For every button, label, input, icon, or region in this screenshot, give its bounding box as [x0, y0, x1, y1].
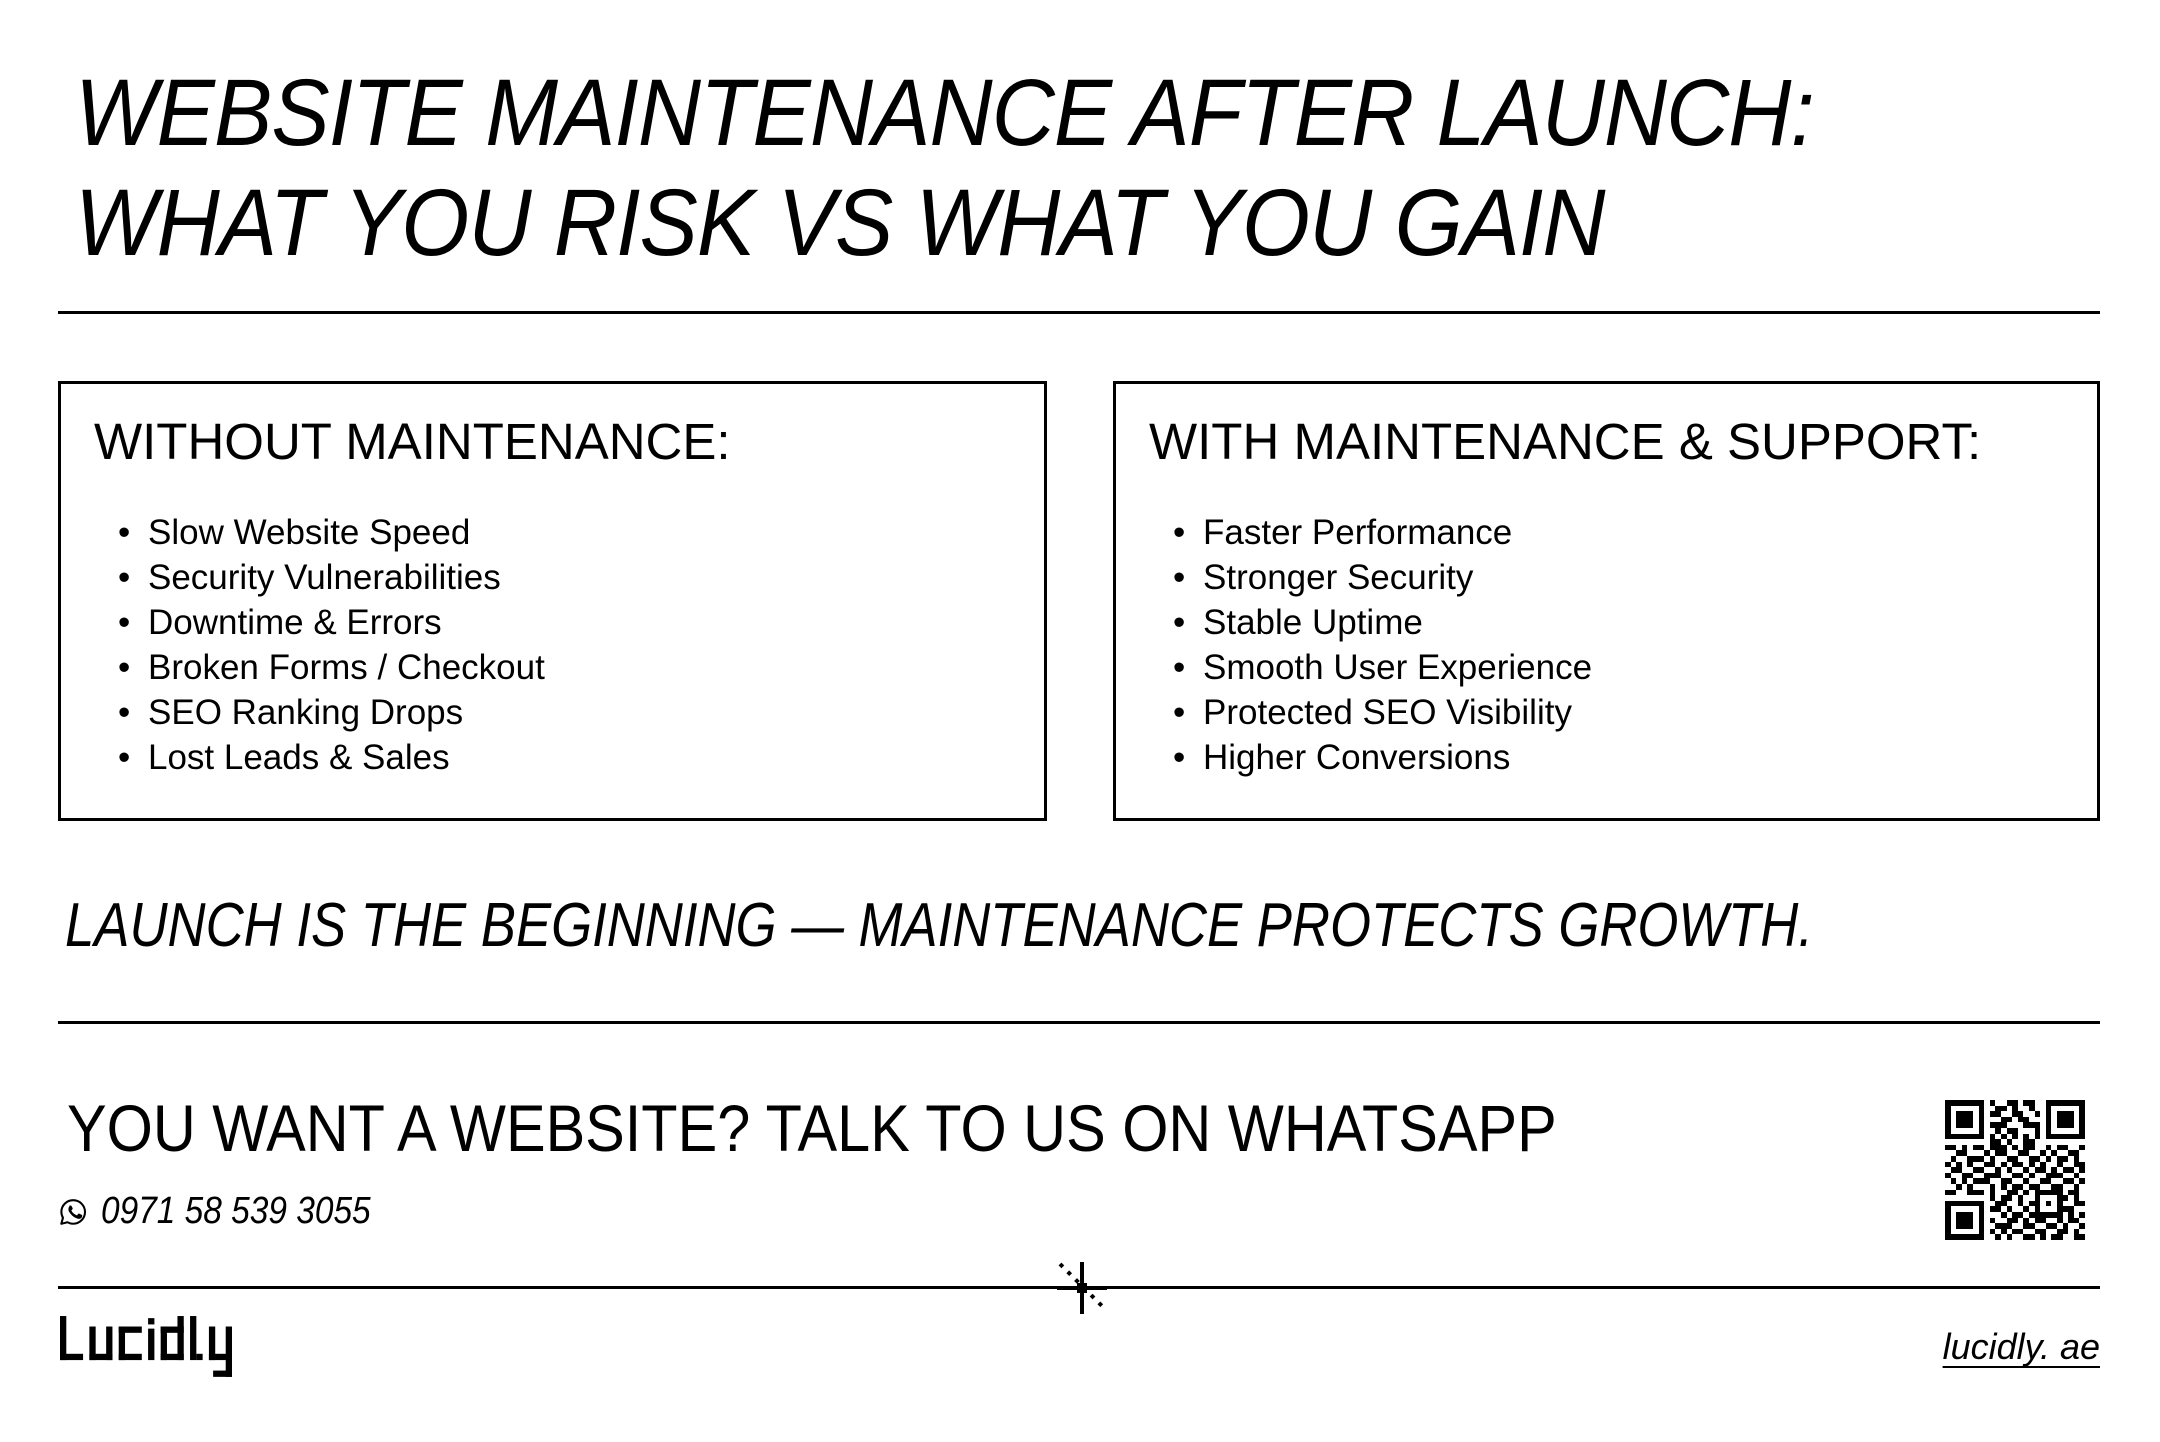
- list-item-label: Protected SEO Visibility: [1203, 693, 1572, 732]
- with-maintenance-heading: WITH MAINTENANCE & SUPPORT:: [1149, 413, 1982, 470]
- list-item: • Smooth User Experience: [1116, 645, 1592, 690]
- bullet-icon: •: [1173, 558, 1186, 597]
- list-item: • Protected SEO Visibility: [1116, 690, 1592, 735]
- lucidly-logo: [60, 1316, 232, 1377]
- cta-heading: YOU WANT A WEBSITE? TALK TO US ON WHATSA…: [67, 1091, 1557, 1165]
- whatsapp-contact[interactable]: 0971 58 539 3055: [58, 1190, 407, 1233]
- bullet-icon: •: [1173, 738, 1186, 777]
- qr-code: [1945, 1100, 2085, 1240]
- bullet-icon: •: [118, 603, 131, 642]
- phone-number[interactable]: 0971 58 539 3055: [101, 1190, 371, 1232]
- page-title-line-2: WHAT YOU RISK VS WHAT YOU GAIN: [75, 170, 1606, 276]
- list-item: • Stronger Security: [1116, 555, 1592, 600]
- list-item-label: Downtime & Errors: [148, 603, 442, 642]
- whatsapp-icon: [60, 1198, 87, 1225]
- list-item: • Stable Uptime: [1116, 600, 1592, 645]
- list-item-label: Faster Performance: [1203, 513, 1513, 552]
- list-item-label: Higher Conversions: [1203, 738, 1511, 777]
- bullet-icon: •: [118, 693, 131, 732]
- page-title-line-1: WEBSITE MAINTENANCE AFTER LAUNCH:: [75, 60, 1815, 166]
- list-item-label: Stable Uptime: [1203, 603, 1423, 642]
- bullet-icon: •: [118, 513, 131, 552]
- list-item-label: Smooth User Experience: [1203, 648, 1593, 687]
- list-item: • Higher Conversions: [1116, 735, 1592, 780]
- list-item: • Faster Performance: [1116, 510, 1592, 555]
- list-item-label: Broken Forms / Checkout: [148, 648, 545, 687]
- list-item-label: Slow Website Speed: [148, 513, 471, 552]
- divider-middle: [58, 1021, 2100, 1024]
- bullet-icon: •: [118, 738, 131, 777]
- without-maintenance-box: WITHOUT MAINTENANCE: • Slow Website Speed…: [58, 381, 1047, 821]
- bullet-icon: •: [118, 558, 131, 597]
- tagline: LAUNCH IS THE BEGINNING — MAINTENANCE PR…: [65, 891, 1814, 960]
- bullet-icon: •: [118, 648, 131, 687]
- page-title: WEBSITE MAINTENANCE AFTER LAUNCH: WHAT Y…: [75, 58, 1815, 278]
- bullet-icon: •: [1173, 648, 1186, 687]
- list-item: • SEO Ranking Drops: [61, 690, 545, 735]
- list-item-label: Security Vulnerabilities: [148, 558, 501, 597]
- without-maintenance-list: • Slow Website Speed • Security Vulnerabil…: [61, 510, 545, 780]
- crosshair-cursor: [1057, 1262, 1107, 1314]
- list-item: • Slow Website Speed: [61, 510, 545, 555]
- list-item-label: SEO Ranking Drops: [148, 693, 464, 732]
- list-item: • Security Vulnerabilities: [61, 555, 545, 600]
- bullet-icon: •: [1173, 693, 1186, 732]
- list-item: • Broken Forms / Checkout: [61, 645, 545, 690]
- with-maintenance-box: WITH MAINTENANCE & SUPPORT: • Faster Perf…: [1113, 381, 2100, 821]
- divider-top: [58, 311, 2100, 314]
- bullet-icon: •: [1173, 603, 1186, 642]
- list-item-label: Lost Leads & Sales: [148, 738, 450, 777]
- list-item-label: Stronger Security: [1203, 558, 1474, 597]
- with-maintenance-list: • Faster Performance • Stronger Security •…: [1116, 510, 1592, 780]
- bullet-icon: •: [1173, 513, 1186, 552]
- list-item: • Lost Leads & Sales: [61, 735, 545, 780]
- website-link[interactable]: lucidly. ae: [1942, 1326, 2100, 1367]
- without-maintenance-heading: WITHOUT MAINTENANCE:: [94, 413, 731, 470]
- list-item: • Downtime & Errors: [61, 600, 545, 645]
